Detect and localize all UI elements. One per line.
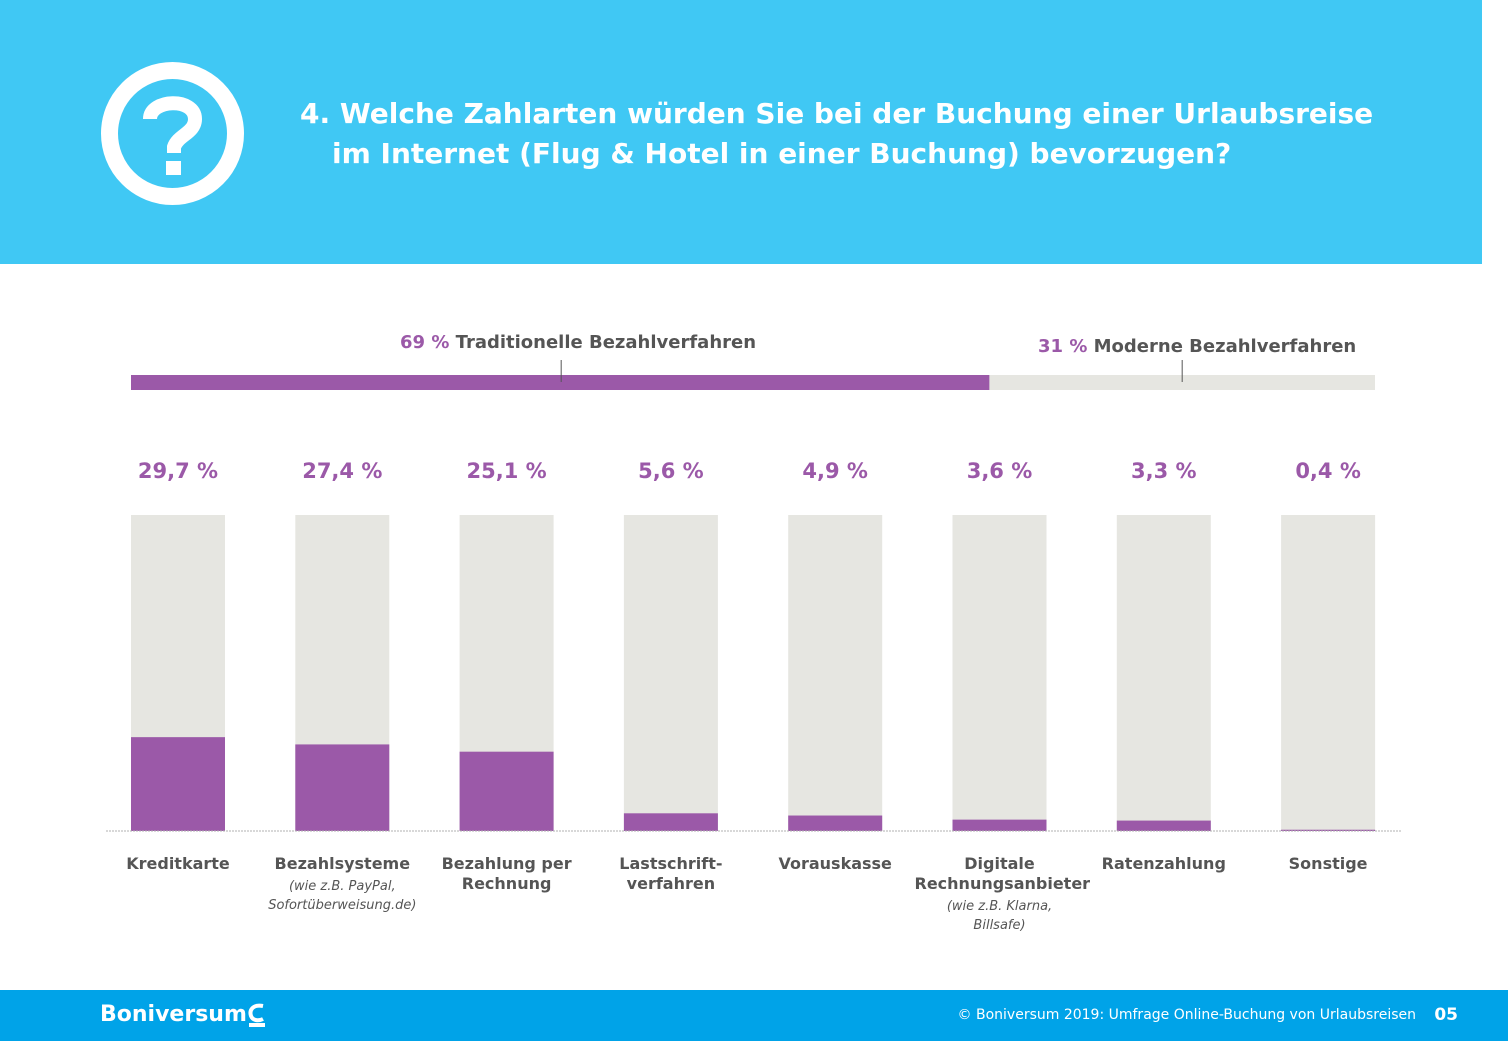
bar-value-label: 4,9 %: [802, 459, 868, 483]
page-title: 4. Welche Zahlarten würden Sie bei der B…: [300, 94, 1400, 174]
category-label: Bezahlung per Rechnung: [422, 854, 592, 894]
bar-value-label: 25,1 %: [467, 459, 547, 483]
bar-value-label: 27,4 %: [302, 459, 382, 483]
bar-value-label: 0,4 %: [1295, 459, 1361, 483]
bar-value-label: 5,6 %: [638, 459, 704, 483]
title-line-1: 4. Welche Zahlarten würden Sie bei der B…: [300, 97, 1374, 130]
traditional-label: Traditionelle Bezahlverfahren: [455, 332, 757, 353]
modern-pct: 31 %: [1038, 336, 1088, 357]
bar: [295, 744, 390, 831]
copyright-text: © Boniversum 2019: Umfrage Online-Buchun…: [957, 1007, 1416, 1023]
category-label-line: Sonstige: [1288, 854, 1368, 873]
category-note-line: (wie z.B. PayPal,: [288, 879, 396, 894]
category-note-line: Sofortüberweisung.de): [268, 898, 417, 913]
bar-value-label: 3,3 %: [1131, 459, 1197, 483]
bar: [459, 751, 554, 831]
bar-track: [1281, 515, 1376, 831]
brand-logo-text: Boniversum: [100, 1002, 247, 1027]
traditional-split-label: 69 % Traditionelle Bezahlverfahren: [400, 332, 756, 353]
brand-c-icon: [248, 1003, 265, 1027]
split-bar-traditional: [131, 375, 990, 390]
bar: [1281, 829, 1376, 831]
category-label: Ratenzahlung: [1079, 854, 1249, 874]
category-label: Kreditkarte: [93, 854, 263, 874]
category-note: (wie z.B. PayPal, Sofortüberweisung.de): [257, 877, 427, 915]
category-label-line: Rechnungsanbieter: [914, 874, 1091, 893]
category-label-line: Kreditkarte: [126, 854, 230, 873]
bar-track: [623, 515, 718, 831]
footer-bar: Boniversum © Boniversum 2019: Umfrage On…: [0, 990, 1508, 1041]
category-label: Vorauskasse: [750, 854, 920, 874]
header-banner: 4. Welche Zahlarten würden Sie bei der B…: [0, 0, 1482, 264]
category-label-line: Bezahlsysteme: [274, 854, 411, 873]
category-label-line: Bezahlung per: [441, 854, 572, 873]
category-label-line: Ratenzahlung: [1101, 854, 1226, 873]
bar-chart: 29,7 % 27,4 % 25,1 % 5,6 % 4,9 % 3,6 % 3,3 % 0,…: [106, 360, 1402, 832]
category-label-line: Lastschrift-: [619, 854, 723, 873]
category-label-line: Vorauskasse: [778, 854, 892, 873]
category-label-line: Rechnung: [461, 874, 552, 893]
modern-split-label: 31 % Moderne Bezahlverfahren: [1038, 336, 1356, 357]
category-label-line: Digitale: [964, 854, 1035, 873]
bar-value-label: 3,6 %: [967, 459, 1033, 483]
title-line-2: im Internet (Flug & Hotel in einer Buchu…: [332, 137, 1232, 170]
category-label: Digitale Rechnungsanbieter (wie z.B. Klarn…: [914, 854, 1091, 935]
bar-track: [1116, 515, 1211, 831]
question-circle-icon: [101, 62, 244, 205]
bar: [131, 737, 225, 831]
bar-track: [788, 515, 883, 831]
category-note-line: (wie z.B. Klarna,: [946, 899, 1053, 914]
category-label: Bezahlsysteme (wie z.B. PayPal, Sofortüber…: [257, 854, 427, 915]
category-note-line: Billsafe): [973, 918, 1026, 933]
page-number: 05: [1434, 1005, 1458, 1025]
bar: [1116, 820, 1211, 831]
bar: [788, 815, 883, 831]
category-label: Sonstige: [1243, 854, 1413, 874]
bar-track: [952, 515, 1047, 831]
bar: [623, 813, 718, 831]
bar-value-label: 29,7 %: [138, 459, 218, 483]
category-note: (wie z.B. Klarna, Billsafe): [915, 897, 1085, 935]
traditional-pct: 69 %: [400, 332, 450, 353]
modern-label: Moderne Bezahlverfahren: [1093, 336, 1357, 357]
category-label-line: verfahren: [626, 874, 716, 893]
bar: [952, 819, 1047, 831]
category-label: Lastschrift-verfahren: [586, 854, 756, 894]
